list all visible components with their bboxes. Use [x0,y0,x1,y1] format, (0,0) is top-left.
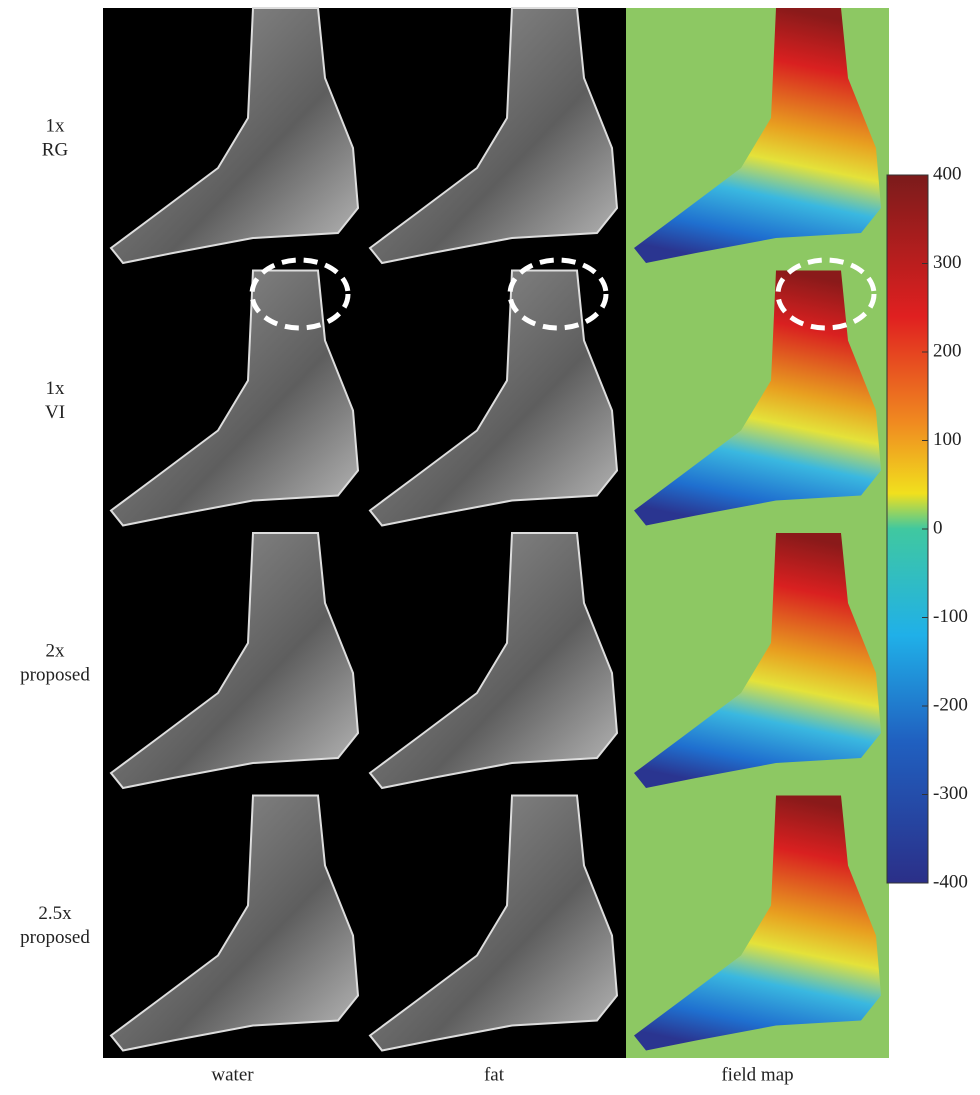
colorbar-tick-label: 400 [933,163,962,184]
figure: 1x RG 1x VI 2x proposed 2.5x proposed water fat fi… [0,0,980,1090]
row-label: proposed [20,927,90,948]
column-label: fat [484,1064,505,1085]
row-label: RG [42,140,69,161]
page: 1x RG 1x VI 2x proposed 2.5x proposed water fat fi… [0,0,980,1095]
colorbar-tick-label: -300 [933,783,968,804]
colorbar-tick-label: 200 [933,340,962,361]
colorbar-tick-label: -200 [933,694,968,715]
row-label: VI [45,402,65,423]
row-label: 2.5x [38,903,72,924]
colorbar-tick-label: 0 [933,517,943,538]
colorbar-tick-label: 100 [933,429,962,450]
row-label: 2x [46,641,66,662]
column-label: water [211,1064,254,1085]
colorbar [887,175,928,883]
colorbar-tick-label: 300 [933,252,962,273]
colorbar-tick-label: -400 [933,871,968,892]
row-label: proposed [20,665,90,686]
row-label: 1x [46,116,66,137]
colorbar-tick-label: -100 [933,606,968,627]
column-label: field map [721,1064,793,1085]
row-label: 1x [46,378,66,399]
